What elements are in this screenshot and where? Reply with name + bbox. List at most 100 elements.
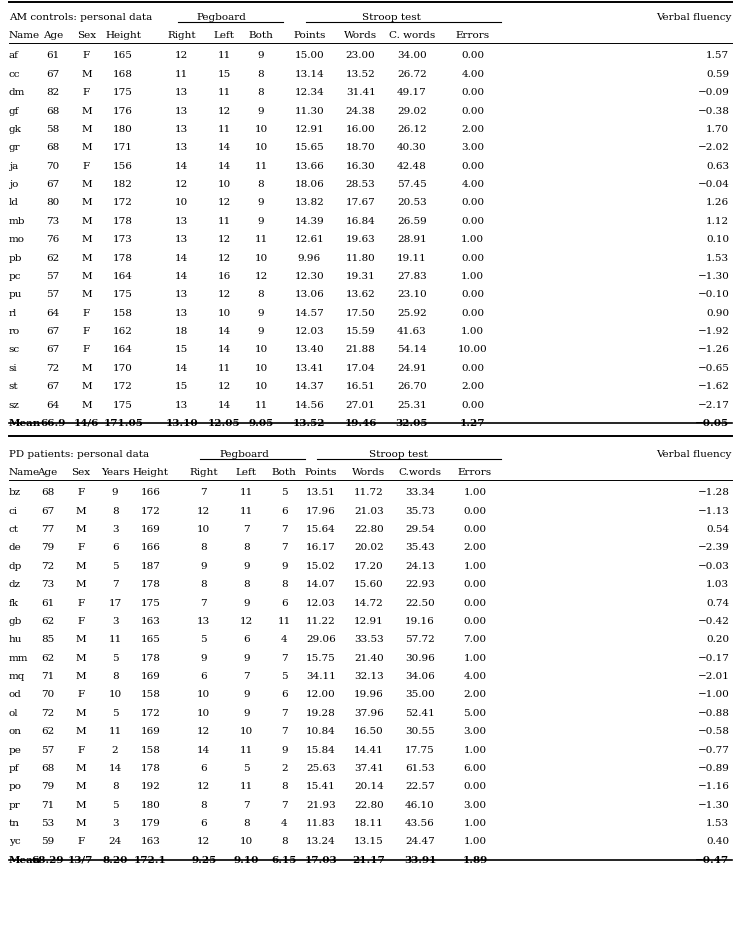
Text: −0.09: −0.09	[698, 88, 729, 97]
Text: 82: 82	[46, 88, 59, 97]
Text: 67: 67	[46, 180, 59, 189]
Text: 13: 13	[197, 616, 210, 626]
Text: 16: 16	[218, 272, 231, 281]
Text: dm: dm	[9, 88, 25, 97]
Text: 33.53: 33.53	[354, 635, 383, 643]
Text: 19.63: 19.63	[346, 235, 375, 244]
Text: 175: 175	[113, 400, 133, 409]
Text: Both: Both	[248, 31, 273, 40]
Text: 19.31: 19.31	[346, 272, 375, 281]
Text: 2.00: 2.00	[463, 690, 487, 699]
Text: gb: gb	[9, 616, 22, 626]
Text: 6: 6	[281, 598, 288, 607]
Text: ld: ld	[9, 198, 19, 208]
Text: mq: mq	[9, 671, 25, 680]
Text: M: M	[75, 819, 86, 827]
Text: 6: 6	[281, 506, 288, 515]
Text: M: M	[75, 635, 86, 643]
Text: 27.01: 27.01	[346, 400, 375, 409]
Text: Years: Years	[100, 467, 130, 476]
Text: 17.67: 17.67	[346, 198, 375, 208]
Text: 61.53: 61.53	[405, 763, 435, 772]
Text: 9.10: 9.10	[234, 855, 259, 864]
Text: 31.41: 31.41	[346, 88, 375, 97]
Text: 22.93: 22.93	[405, 579, 435, 589]
Text: 13.51: 13.51	[306, 488, 336, 497]
Text: 0.00: 0.00	[461, 51, 485, 60]
Text: 58: 58	[46, 125, 59, 133]
Text: 9: 9	[243, 708, 250, 717]
Text: si: si	[9, 363, 18, 373]
Text: 10: 10	[197, 690, 210, 699]
Text: 12.30: 12.30	[295, 272, 324, 281]
Text: 163: 163	[140, 616, 161, 626]
Text: M: M	[75, 727, 86, 735]
Text: 12.03: 12.03	[295, 326, 324, 336]
Text: 80: 80	[46, 198, 59, 208]
Text: 6.15: 6.15	[272, 855, 297, 864]
Text: 20.53: 20.53	[397, 198, 427, 208]
Text: rl: rl	[9, 309, 17, 317]
Text: 11: 11	[240, 488, 253, 497]
Text: F: F	[77, 488, 84, 497]
Text: 3: 3	[111, 525, 119, 534]
Text: 12: 12	[218, 107, 231, 116]
Text: 175: 175	[113, 88, 133, 97]
Text: 164: 164	[113, 272, 133, 281]
Text: 0.20: 0.20	[706, 635, 729, 643]
Text: 15: 15	[218, 70, 231, 79]
Text: 79: 79	[41, 781, 54, 791]
Text: 12.03: 12.03	[306, 598, 336, 607]
Text: 11.22: 11.22	[306, 616, 336, 626]
Text: gf: gf	[9, 107, 19, 116]
Text: 6: 6	[200, 763, 207, 772]
Text: Points: Points	[305, 467, 337, 476]
Text: 4.00: 4.00	[461, 70, 485, 79]
Text: 171: 171	[113, 143, 133, 152]
Text: 4: 4	[281, 819, 288, 827]
Text: 14.57: 14.57	[295, 309, 324, 317]
Text: 9.96: 9.96	[298, 253, 321, 262]
Text: 15.00: 15.00	[295, 51, 324, 60]
Text: M: M	[75, 671, 86, 680]
Text: 1.53: 1.53	[706, 253, 729, 262]
Text: 13/7: 13/7	[68, 855, 93, 864]
Text: 57.45: 57.45	[397, 180, 427, 189]
Text: M: M	[81, 272, 92, 281]
Text: M: M	[81, 198, 92, 208]
Text: 5: 5	[111, 708, 119, 717]
Text: 12: 12	[218, 382, 231, 391]
Text: 2: 2	[281, 763, 288, 772]
Text: 12.91: 12.91	[295, 125, 324, 133]
Text: Errors: Errors	[458, 467, 492, 476]
Text: 0.00: 0.00	[463, 525, 487, 534]
Text: 1.89: 1.89	[463, 855, 487, 864]
Text: 7: 7	[111, 579, 119, 589]
Text: M: M	[75, 781, 86, 791]
Text: 12: 12	[175, 51, 188, 60]
Text: 27.83: 27.83	[397, 272, 427, 281]
Text: 68: 68	[41, 488, 54, 497]
Text: 9: 9	[257, 217, 265, 225]
Text: F: F	[83, 345, 90, 354]
Text: hu: hu	[9, 635, 22, 643]
Text: 7: 7	[281, 800, 288, 809]
Text: 57: 57	[46, 290, 59, 299]
Text: −0.03: −0.03	[698, 561, 729, 570]
Text: 33.34: 33.34	[405, 488, 435, 497]
Text: 0.00: 0.00	[461, 217, 485, 225]
Text: 21.93: 21.93	[306, 800, 336, 809]
Text: F: F	[77, 543, 84, 552]
Text: 4.00: 4.00	[461, 180, 485, 189]
Text: −1.26: −1.26	[698, 345, 729, 354]
Text: 0.00: 0.00	[461, 107, 485, 116]
Text: 12: 12	[197, 506, 210, 515]
Text: 0.10: 0.10	[706, 235, 729, 244]
Text: 19.96: 19.96	[354, 690, 383, 699]
Text: 7: 7	[243, 525, 250, 534]
Text: 14.39: 14.39	[295, 217, 324, 225]
Text: 0.54: 0.54	[706, 525, 729, 534]
Text: 10: 10	[218, 180, 231, 189]
Text: 67: 67	[46, 345, 59, 354]
Text: 9: 9	[243, 598, 250, 607]
